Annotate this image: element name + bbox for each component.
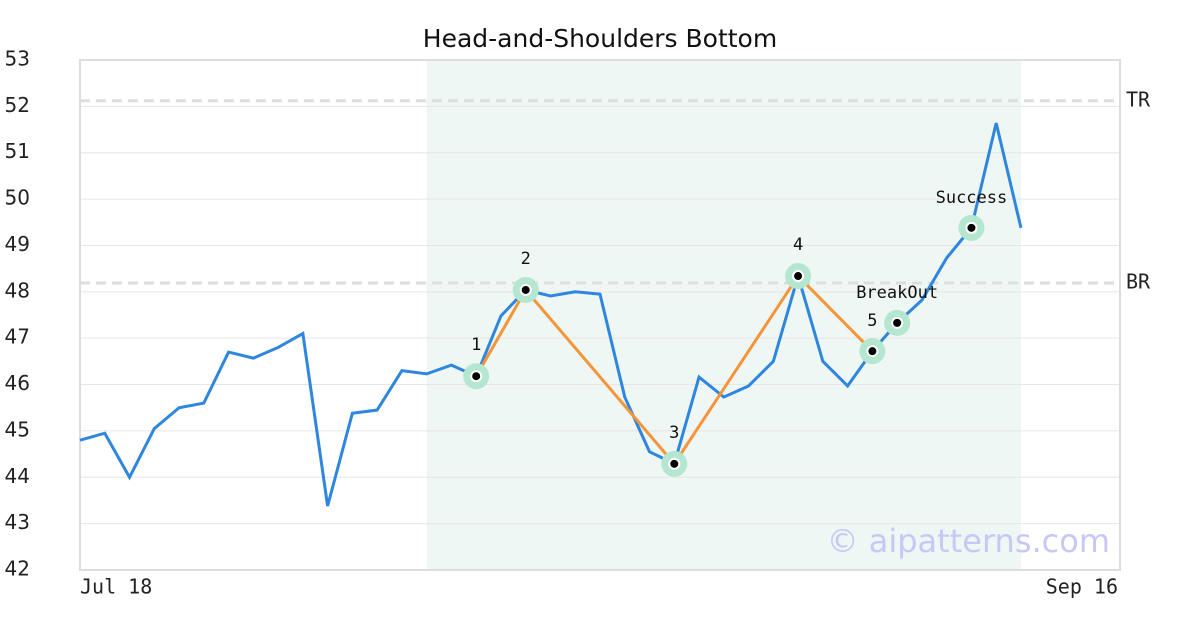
point-marker: [519, 283, 532, 296]
y-tick-label: 46: [5, 371, 30, 395]
point-label: 3: [669, 423, 679, 443]
chart-title: Head-and-Shoulders Bottom: [423, 24, 777, 53]
level-label: TR: [1126, 87, 1151, 111]
point-label: Success: [936, 188, 1008, 208]
point-label: BreakOut: [856, 283, 938, 303]
y-tick-label: 45: [5, 417, 30, 441]
point-label: 2: [521, 249, 531, 269]
y-tick-label: 47: [5, 325, 30, 349]
price-line: [79, 122, 1023, 507]
y-tick-label: 49: [5, 232, 30, 256]
watermark: © aipatterns.com: [827, 522, 1110, 560]
point-marker: [891, 316, 904, 329]
y-tick-label: 53: [5, 47, 30, 71]
point-marker: [668, 457, 681, 470]
point-label: 5: [867, 311, 877, 331]
y-tick-label: 48: [5, 278, 30, 302]
y-tick-label: 43: [5, 510, 30, 534]
plot-frame: [79, 59, 1121, 571]
y-tick-label: 44: [5, 464, 30, 488]
point-marker: [470, 370, 483, 383]
y-tick-label: 50: [5, 186, 30, 210]
pattern-region: [426, 60, 1021, 570]
point-marker: [965, 221, 978, 234]
x-tick-label: Sep 16: [1046, 575, 1118, 599]
x-tick-label: Jul 18: [80, 575, 152, 599]
y-tick-label: 52: [5, 93, 30, 117]
y-tick-label: 51: [5, 139, 30, 163]
point-label: 4: [793, 235, 803, 255]
level-label: BR: [1126, 270, 1151, 294]
y-tick-label: 42: [5, 557, 30, 581]
point-marker: [866, 345, 879, 358]
point-marker: [792, 270, 805, 283]
point-label: 1: [471, 335, 481, 355]
